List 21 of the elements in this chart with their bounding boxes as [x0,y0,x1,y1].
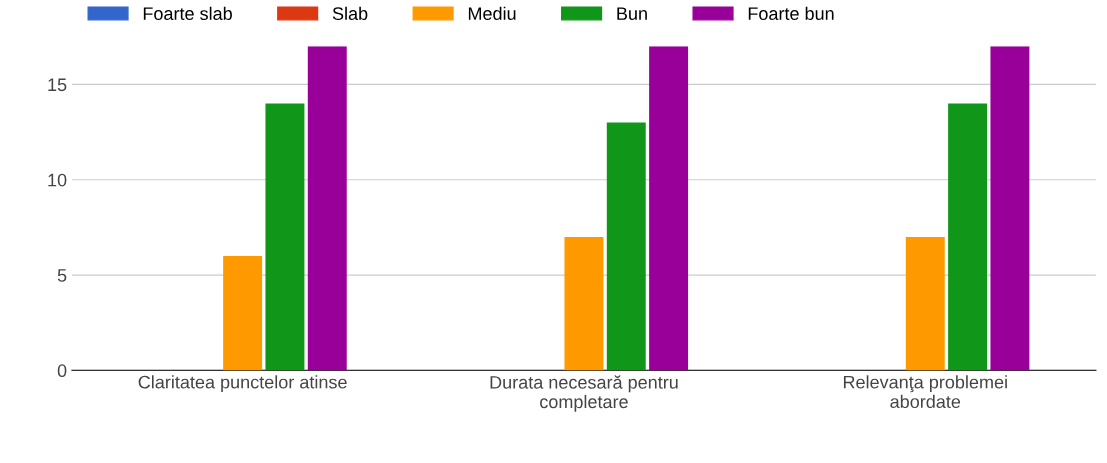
y-tick-label: 10 [48,173,67,187]
bar [990,46,1030,371]
bar [223,256,263,371]
legend-label: Mediu [468,6,516,20]
legend-label: Slab [332,6,368,20]
legend-label: Bun [617,7,647,20]
bar [606,122,646,371]
bar [948,103,988,371]
y-tick-label: 15 [48,78,67,92]
bar [905,236,945,371]
bar [307,46,347,371]
legend-label: Foarte bun [748,6,834,20]
x-tick-label: Relevanţa problemei abordate [843,375,1007,409]
bar [649,46,689,371]
bar [265,103,305,371]
x-tick-label: Durata necesară pentru completare [490,375,678,412]
legend-label: Foarte slab [143,6,232,20]
y-tick-label: 5 [57,269,67,282]
x-tick-label: Claritatea punctelor atinse [138,375,347,393]
y-tick-label: 0 [57,364,67,378]
bar [564,236,604,371]
